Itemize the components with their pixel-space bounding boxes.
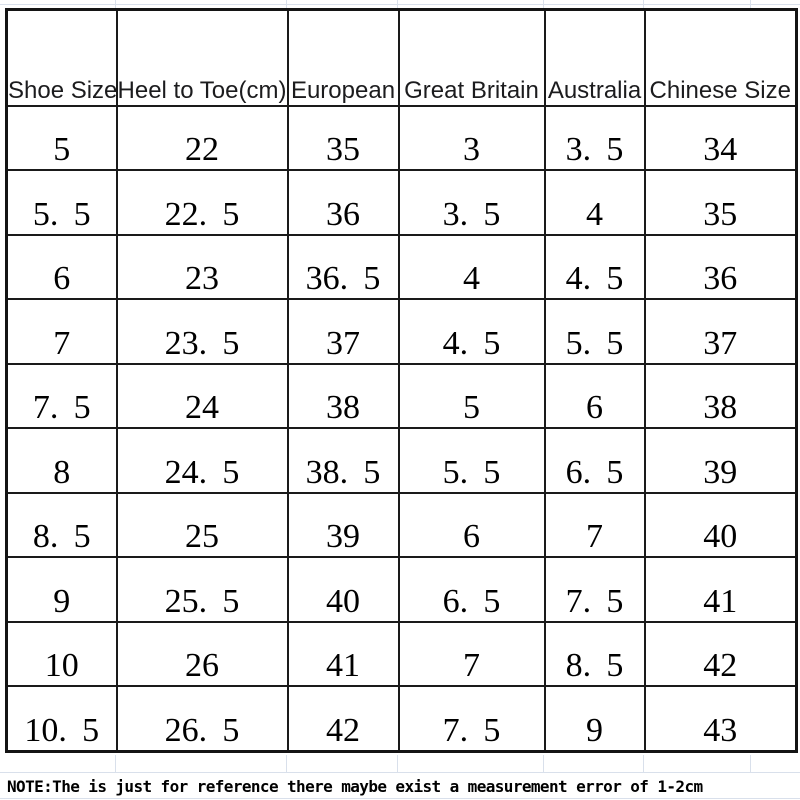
note-text: NOTE:The is just for reference there may… xyxy=(7,777,703,796)
table-cell: 7. 5 xyxy=(397,685,546,753)
size-chart-table: Shoe Size Heel to Toe(cm) European Great… xyxy=(5,8,798,753)
table-cell: 23. 5 xyxy=(115,298,289,365)
table-cell: 5. 5 xyxy=(397,427,546,494)
table-cell: 4 xyxy=(543,169,646,236)
header-row: Shoe Size Heel to Toe(cm) European Great… xyxy=(5,8,798,107)
table-cell: 36 xyxy=(286,169,400,236)
table-cell: 7. 5 xyxy=(5,362,118,429)
table-cell: 39 xyxy=(643,427,798,494)
table-row: 5 22 35 3 3. 5 34 xyxy=(5,104,798,171)
gridline-horizontal xyxy=(0,4,800,5)
table-cell: 7 xyxy=(397,620,546,687)
gridline-vertical xyxy=(397,0,398,8)
table-cell: 6 xyxy=(397,491,546,558)
table-cell: 23 xyxy=(115,233,289,300)
table-cell: 41 xyxy=(643,556,798,623)
table-cell: 5 xyxy=(397,362,546,429)
gridline-vertical xyxy=(543,0,544,8)
table-cell: 3. 5 xyxy=(543,104,646,171)
table-cell: 5. 5 xyxy=(543,298,646,365)
gridline-vertical xyxy=(643,755,644,773)
table-cell: 25 xyxy=(115,491,289,558)
column-header-heel-to-toe: Heel to Toe(cm) xyxy=(115,8,289,107)
table-cell: 22. 5 xyxy=(115,169,289,236)
gridline-vertical xyxy=(115,0,116,8)
gridline-horizontal xyxy=(0,772,800,773)
table-cell: 36 xyxy=(643,233,798,300)
table-cell: 6. 5 xyxy=(397,556,546,623)
table-cell: 39 xyxy=(286,491,400,558)
table-cell: 3 xyxy=(397,104,546,171)
table-row: 5. 5 22. 5 36 3. 5 4 35 xyxy=(5,169,798,236)
table-cell: 6 xyxy=(5,233,118,300)
table-cell: 10 xyxy=(5,620,118,687)
table-cell: 8 xyxy=(5,427,118,494)
table-cell: 37 xyxy=(286,298,400,365)
table-cell: 4. 5 xyxy=(397,298,546,365)
gridline-vertical xyxy=(750,755,751,773)
table-cell: 26 xyxy=(115,620,289,687)
table-cell: 35 xyxy=(643,169,798,236)
table-cell: 9 xyxy=(5,556,118,623)
table-row: 10. 5 26. 5 42 7. 5 9 43 xyxy=(5,685,798,753)
column-header-australia: Australia xyxy=(543,8,646,107)
gridline-vertical xyxy=(286,0,287,8)
table-cell: 40 xyxy=(643,491,798,558)
gridline-vertical xyxy=(750,0,751,8)
table-cell: 22 xyxy=(115,104,289,171)
table-cell: 40 xyxy=(286,556,400,623)
table-cell: 7 xyxy=(5,298,118,365)
table-cell: 9 xyxy=(543,685,646,753)
table-cell: 34 xyxy=(643,104,798,171)
table-cell: 42 xyxy=(286,685,400,753)
table-cell: 26. 5 xyxy=(115,685,289,753)
table-cell: 6. 5 xyxy=(543,427,646,494)
table-cell: 36. 5 xyxy=(286,233,400,300)
table-cell: 41 xyxy=(286,620,400,687)
table-row: 7. 5 24 38 5 6 38 xyxy=(5,362,798,429)
table-cell: 6 xyxy=(543,362,646,429)
table-row: 9 25. 5 40 6. 5 7. 5 41 xyxy=(5,556,798,623)
table-cell: 4. 5 xyxy=(543,233,646,300)
gridline-horizontal xyxy=(0,798,800,799)
table-cell: 38 xyxy=(286,362,400,429)
table-cell: 4 xyxy=(397,233,546,300)
table-row: 8 24. 5 38. 5 5. 5 6. 5 39 xyxy=(5,427,798,494)
table-cell: 25. 5 xyxy=(115,556,289,623)
table-row: 6 23 36. 5 4 4. 5 36 xyxy=(5,233,798,300)
table-row: 10 26 41 7 8. 5 42 xyxy=(5,620,798,687)
column-header-european: European xyxy=(286,8,400,107)
table-cell: 24 xyxy=(115,362,289,429)
gridline-vertical xyxy=(286,755,287,773)
table-cell: 35 xyxy=(286,104,400,171)
gridline-vertical xyxy=(543,755,544,773)
table-row: 8. 5 25 39 6 7 40 xyxy=(5,491,798,558)
column-header-chinese-size: Chinese Size xyxy=(643,8,798,107)
column-header-shoe-size: Shoe Size xyxy=(5,8,118,107)
table-cell: 43 xyxy=(643,685,798,753)
table-cell: 7. 5 xyxy=(543,556,646,623)
table-cell: 38. 5 xyxy=(286,427,400,494)
gridline-vertical xyxy=(115,755,116,773)
table-cell: 42 xyxy=(643,620,798,687)
table-cell: 37 xyxy=(643,298,798,365)
table-row: 7 23. 5 37 4. 5 5. 5 37 xyxy=(5,298,798,365)
table-cell: 3. 5 xyxy=(397,169,546,236)
table-cell: 5 xyxy=(5,104,118,171)
gridline-vertical xyxy=(397,755,398,773)
table-cell: 5. 5 xyxy=(5,169,118,236)
table-cell: 38 xyxy=(643,362,798,429)
table-cell: 24. 5 xyxy=(115,427,289,494)
column-header-great-britain: Great Britain xyxy=(397,8,546,107)
table-cell: 8. 5 xyxy=(5,491,118,558)
table-cell: 10. 5 xyxy=(5,685,118,753)
table-cell: 8. 5 xyxy=(543,620,646,687)
table-cell: 7 xyxy=(543,491,646,558)
gridline-vertical xyxy=(643,0,644,8)
